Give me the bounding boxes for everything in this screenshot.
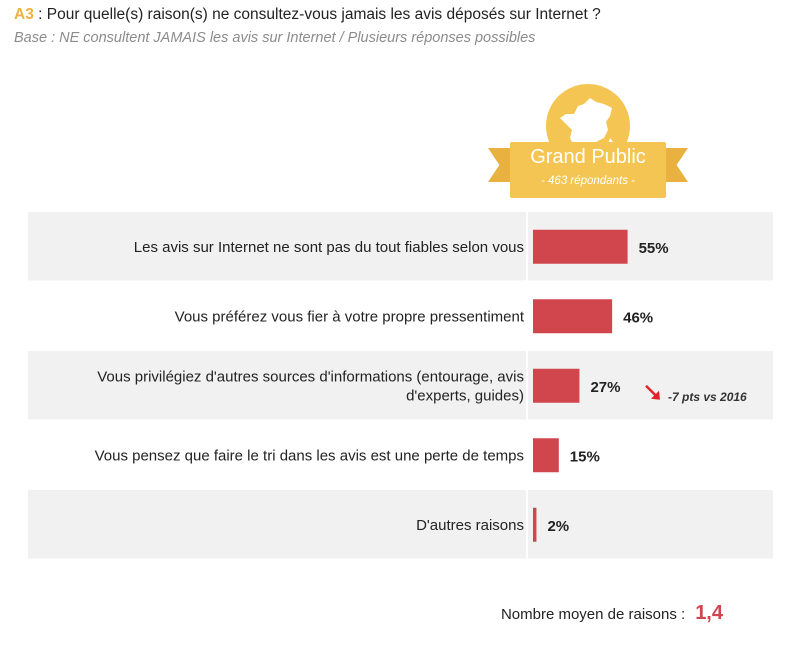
category-label-line: Vous pensez que faire le tri dans les av… — [95, 447, 524, 464]
category-label: Vous pensez que faire le tri dans les av… — [95, 447, 524, 464]
average-reasons-value: 1,4 — [695, 602, 723, 624]
question-base: Base : NE consultent JAMAIS les avis sur… — [14, 30, 536, 46]
category-label-line: D'autres raisons — [416, 517, 524, 534]
badge-ribbon: Grand Public - 463 répondants - — [510, 142, 666, 198]
category-label: D'autres raisons — [416, 517, 524, 534]
category-label-line: Les avis sur Internet ne sont pas du tou… — [134, 239, 524, 256]
bar — [533, 229, 628, 264]
bar — [533, 438, 559, 473]
row-band — [28, 212, 773, 281]
row-band — [28, 281, 773, 350]
value-label: 15% — [570, 448, 600, 465]
question-text: : Pour quelle(s) raison(s) ne consultez-… — [33, 6, 601, 23]
row-band — [28, 490, 773, 559]
bar — [533, 507, 537, 542]
category-label: Vous préférez vous fier à votre propre p… — [175, 308, 525, 325]
value-label: 2% — [547, 518, 569, 535]
category-label-line: Vous préférez vous fier à votre propre p… — [175, 308, 525, 325]
average-reasons: Nombre moyen de raisons : 1,4 — [501, 602, 723, 625]
category-label: Vous privilégiez d'autres sources d'info… — [97, 368, 524, 404]
badge-title: Grand Public — [530, 146, 646, 168]
row-band — [28, 351, 773, 420]
value-label: 46% — [623, 309, 653, 326]
trend-arrow-shaft — [645, 384, 657, 397]
value-label: 55% — [639, 240, 669, 257]
question-code: A3 — [14, 6, 34, 23]
bar — [533, 299, 613, 334]
average-reasons-label: Nombre moyen de raisons : — [500, 606, 686, 623]
bar — [533, 368, 580, 403]
respondent-badge: Grand Public - 463 répondants - — [488, 84, 688, 204]
row-band — [28, 420, 773, 489]
trend-arrow-icon — [651, 390, 660, 400]
category-label: Les avis sur Internet ne sont pas du tou… — [134, 239, 524, 256]
badge-subtitle: - 463 répondants - — [541, 175, 635, 187]
category-label-line: d'experts, guides) — [406, 387, 524, 404]
category-label-line: Vous privilégiez d'autres sources d'info… — [97, 368, 524, 385]
trend-annotation: -7 pts vs 2016 — [668, 390, 747, 404]
question-title: A3 : Pour quelle(s) raison(s) ne consult… — [14, 6, 601, 24]
value-label: 27% — [590, 379, 620, 396]
